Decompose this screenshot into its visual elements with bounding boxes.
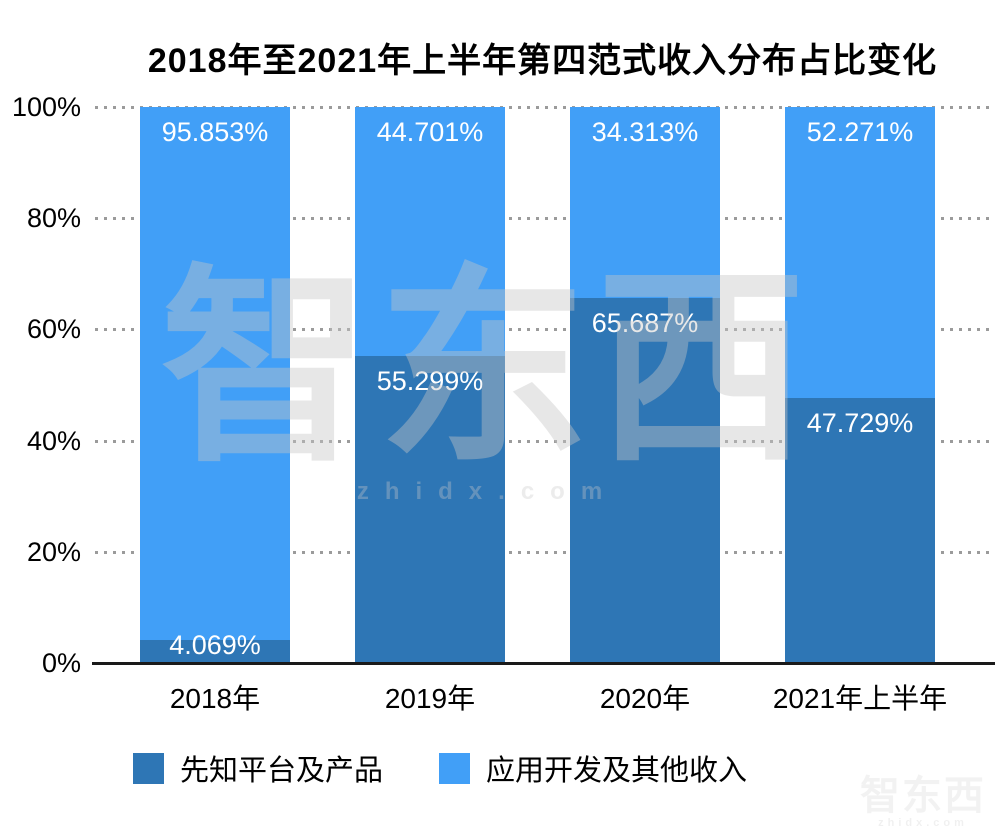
x-axis-line [92, 662, 995, 665]
legend-swatch-light-blue [439, 752, 471, 784]
segment-label-light-2021年上半年: 52.271% [806, 117, 914, 147]
y-tick-label-60%: 60% [26, 314, 81, 345]
legend-label-appdev: 应用开发及其他收入 [486, 755, 748, 787]
segment-label-dark-2019年: 55.299% [376, 365, 484, 396]
y-tick-label-0%: 0% [41, 648, 81, 678]
segment-label-dark-2021年上半年: 47.729% [806, 407, 914, 438]
chart-legend: 先知平台及产品 应用开发及其他收入 [133, 747, 747, 789]
watermark-zhidongxi-corner: 智东西 zhidx.com [860, 775, 986, 829]
legend-item-appdev: 应用开发及其他收入 [439, 747, 747, 789]
x-tick-label-2021年上半年: 2021年上半年 [772, 683, 948, 714]
segment-label-dark-2018年: 4.069% [169, 630, 261, 661]
plot-area: 0% 20% 40% 60% 80% 100% 95.853% 4.069% 2018年 44.7… [12, 92, 995, 714]
gridline-80% [95, 217, 990, 221]
segment-light-2021年上半年: 52.271% [785, 107, 935, 398]
segment-light-2018年: 95.853% [140, 107, 290, 641]
watermark-corner-logo-text: 智东西 [860, 774, 986, 818]
y-tick-label-40%: 40% [26, 425, 81, 456]
segment-dark-2020年: 65.687% [570, 297, 720, 663]
bar-2019年: 44.701% 55.299% [355, 107, 505, 663]
segment-label-light-2020年: 34.313% [591, 117, 699, 147]
watermark-corner-site-text: zhidx.com [878, 817, 968, 829]
y-tick-label-100%: 100% [11, 92, 81, 122]
legend-swatch-dark-blue [133, 752, 164, 784]
gridline-60% [95, 328, 990, 332]
segment-label-light-2018年: 95.853% [161, 117, 269, 147]
gridline-40% [95, 439, 990, 443]
gridline-20% [95, 550, 990, 554]
segment-light-2020年: 34.313% [570, 107, 720, 298]
segment-dark-2019年: 55.299% [355, 355, 505, 663]
x-tick-label-2018年: 2018年 [169, 683, 261, 714]
bar-2020年: 34.313% 65.687% [570, 107, 720, 663]
chart-title: 2018年至2021年上半年第四范式收入分布占比变化 [147, 42, 938, 80]
segment-dark-2018年: 4.069% [140, 630, 290, 663]
segment-label-dark-2020年: 65.687% [591, 307, 699, 338]
y-tick-label-20%: 20% [26, 536, 81, 567]
bar-2018年: 95.853% 4.069% [140, 107, 290, 663]
legend-item-platform: 先知平台及产品 [133, 747, 383, 789]
x-tick-label-2019年: 2019年 [384, 683, 476, 714]
segment-dark-2021年上半年: 47.729% [785, 397, 935, 663]
y-tick-label-80%: 80% [26, 203, 81, 234]
segment-light-2019年: 44.701% [355, 107, 505, 356]
x-tick-label-2020年: 2020年 [599, 683, 691, 714]
segment-label-light-2019年: 44.701% [376, 117, 484, 147]
gridline-100% [95, 106, 990, 109]
legend-label-platform: 先知平台及产品 [180, 755, 384, 787]
bar-2021年上半年: 52.271% 47.729% [785, 107, 935, 663]
